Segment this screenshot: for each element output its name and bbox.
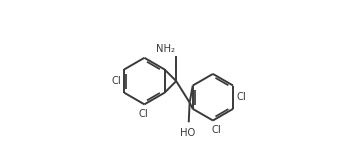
Text: Cl: Cl: [111, 76, 121, 86]
Text: Cl: Cl: [211, 125, 221, 135]
Text: Cl: Cl: [236, 92, 246, 102]
Text: Cl: Cl: [139, 109, 149, 119]
Text: HO: HO: [180, 128, 195, 138]
Text: NH₂: NH₂: [156, 44, 175, 54]
